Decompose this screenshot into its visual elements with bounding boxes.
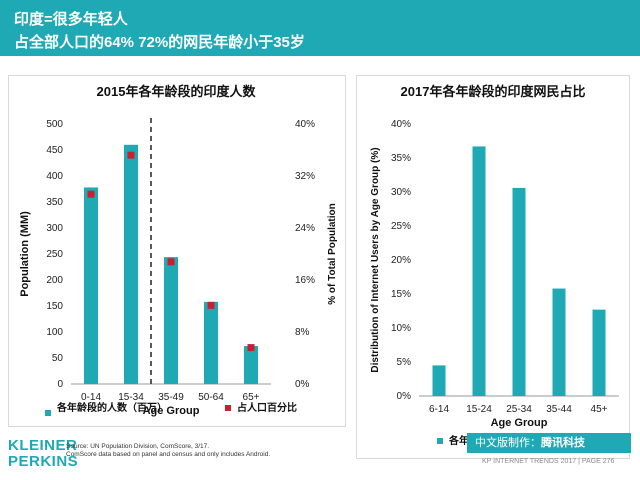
y-right-axis-label: % of Total Population: [327, 203, 338, 304]
x-tick-label: 35-44: [546, 404, 572, 415]
x-axis-label: Age Group: [143, 405, 200, 417]
y-tick-label: 50: [52, 353, 64, 364]
x-tick-label: 50-64: [198, 392, 224, 403]
y-tick-label: 25%: [391, 221, 411, 232]
internet-share-bar: [432, 365, 446, 396]
percent-marker: [87, 190, 95, 198]
population-bar: [244, 346, 258, 384]
slide-header: 印度=很多年轻人 占全部人口的64% 72%的网民年龄小于35岁: [0, 0, 640, 56]
x-tick-label: 15-24: [466, 404, 492, 415]
percent-marker: [127, 151, 135, 159]
y-right-tick-label: 24%: [295, 223, 315, 234]
y-tick-label: 100: [46, 327, 63, 338]
y-tick-label: 400: [46, 171, 63, 182]
logo-line-1: KLEINER: [8, 437, 78, 454]
population-chart: 2015年各年龄段的印度人数 0 50 100 150 200 250 300 350 400 45…: [19, 84, 338, 417]
y-right-tick-label: 8%: [295, 327, 310, 338]
legend-label-population: 各年龄段的人数（百万）: [56, 401, 167, 414]
kleiner-perkins-logo: KLEINER PERKINS: [8, 438, 78, 470]
slide-subtitle: 占全部人口的64% 72%的网民年龄小于35岁: [14, 34, 305, 51]
y-tick-label: 10%: [391, 323, 411, 334]
chart-title: 2017年各年龄段的印度网民占比: [401, 84, 586, 99]
y-tick-label: 20%: [391, 255, 411, 266]
population-bar: [84, 187, 98, 384]
y-tick-label: 200: [46, 275, 63, 286]
y-tick-label: 30%: [391, 187, 411, 198]
y-tick-label: 35%: [391, 153, 411, 164]
population-bar: [124, 144, 138, 384]
source-line-1: Source: UN Population Division, ComScore…: [66, 443, 210, 450]
y-tick-label: 350: [46, 197, 63, 208]
x-axis-label: Age Group: [491, 417, 548, 429]
source-note: Source: UN Population Division, ComScore…: [66, 443, 270, 459]
internet-share-bar: [592, 309, 606, 396]
chart-title: 2015年各年龄段的印度人数: [97, 84, 257, 99]
source-line-2: ComScore data based on panel and census …: [66, 451, 271, 458]
x-tick-label: 15-34: [118, 392, 144, 403]
internet-share-bar: [552, 288, 566, 396]
y-tick-label: 40%: [391, 119, 411, 130]
y-tick-label: 250: [46, 249, 63, 260]
internet-share-bar: [472, 146, 486, 396]
y-axis-label: Population (MM): [19, 211, 31, 297]
y-tick-label: 300: [46, 223, 63, 234]
x-tick-label: 45+: [591, 404, 608, 415]
legend-swatch: [437, 438, 443, 444]
y-tick-label: 0%: [397, 391, 412, 402]
badge-prefix: 中文版制作：: [475, 437, 541, 449]
percent-marker: [167, 258, 175, 266]
x-tick-label: 25-34: [506, 404, 532, 415]
percent-marker: [247, 344, 255, 352]
y-axis-label: Distribution of Internet Users by Age Gr…: [370, 147, 381, 372]
legend-swatch-population: [45, 410, 51, 416]
internet-users-chart: 2017年各年龄段的印度网民占比 0% 5% 10% 15% 20% 25% 30% 35% 40…: [370, 84, 619, 447]
x-tick-label: 65+: [243, 392, 260, 403]
y-right-tick-label: 0%: [295, 379, 310, 390]
page-footer: KP INTERNET TRENDS 2017 | PAGE 276: [482, 458, 615, 465]
x-tick-label: 35-49: [158, 392, 184, 403]
y-right-tick-label: 16%: [295, 275, 315, 286]
slide-title: 印度=很多年轻人: [14, 11, 128, 28]
y-tick-label: 15%: [391, 289, 411, 300]
logo-line-2: PERKINS: [8, 453, 79, 470]
y-tick-label: 150: [46, 301, 63, 312]
y-tick-label: 500: [46, 119, 63, 130]
internet-share-bar: [512, 187, 526, 396]
population-bar: [164, 257, 178, 384]
y-tick-label: 450: [46, 145, 63, 156]
population-chart-panel: 2015年各年龄段的印度人数 0 50 100 150 200 250 300 350 400 45…: [8, 75, 346, 427]
legend-swatch-percent: [225, 405, 231, 411]
translation-badge: 中文版制作：腾讯科技: [467, 433, 631, 453]
y-right-tick-label: 40%: [295, 119, 315, 130]
y-right-tick-label: 32%: [295, 171, 315, 182]
percent-marker: [207, 301, 215, 309]
y-tick-label: 0: [57, 379, 63, 390]
population-bar: [204, 301, 218, 384]
y-tick-label: 5%: [397, 357, 412, 368]
badge-name: 腾讯科技: [541, 437, 585, 449]
x-tick-label: 0-14: [81, 392, 101, 403]
x-tick-label: 6-14: [429, 404, 449, 415]
legend-label-percent: 占人口百分比: [237, 401, 297, 414]
internet-users-chart-panel: 2017年各年龄段的印度网民占比 0% 5% 10% 15% 20% 25% 30% 35% 40…: [356, 75, 630, 459]
